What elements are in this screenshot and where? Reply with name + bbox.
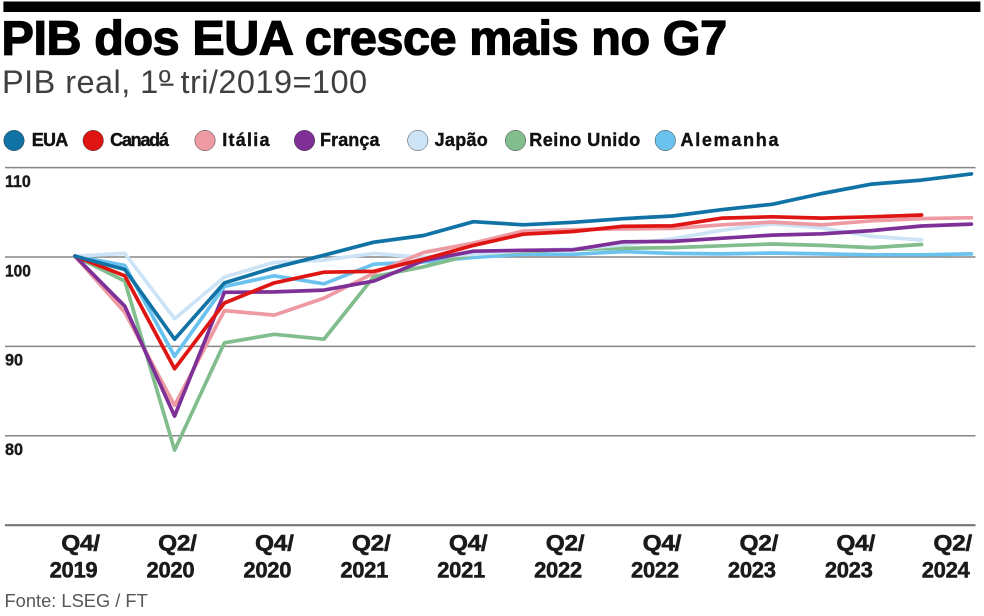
svg-text:110: 110 — [5, 173, 31, 191]
svg-text:Q2/: Q2/ — [933, 531, 972, 556]
svg-text:Q2/: Q2/ — [740, 531, 779, 556]
svg-text:90: 90 — [5, 352, 23, 370]
svg-text:Q2/: Q2/ — [546, 531, 585, 556]
svg-text:2021: 2021 — [340, 558, 388, 583]
svg-text:Q4/: Q4/ — [643, 531, 682, 556]
svg-text:PIB dos EUA cresce mais no G7: PIB dos EUA cresce mais no G7 — [2, 12, 727, 66]
svg-text:Q2/: Q2/ — [158, 531, 197, 556]
svg-text:Q2/: Q2/ — [352, 531, 391, 556]
svg-text:2019: 2019 — [50, 558, 98, 583]
svg-text:França: França — [320, 130, 380, 150]
svg-text:80: 80 — [5, 441, 23, 459]
svg-text:2020: 2020 — [243, 558, 291, 583]
svg-text:Q4/: Q4/ — [836, 531, 875, 556]
svg-text:Japão: Japão — [435, 130, 488, 150]
svg-text:EUA: EUA — [32, 130, 68, 150]
svg-text:Q4/: Q4/ — [61, 531, 100, 556]
svg-text:Fonte: LSEG / FT: Fonte: LSEG / FT — [5, 590, 148, 611]
svg-text:2022: 2022 — [631, 558, 679, 583]
svg-text:Q4/: Q4/ — [449, 531, 488, 556]
svg-text:2021: 2021 — [437, 558, 485, 583]
svg-text:2023: 2023 — [825, 558, 873, 583]
svg-text:Itália: Itália — [222, 130, 270, 150]
svg-text:100: 100 — [5, 262, 31, 280]
svg-text:Q4/: Q4/ — [255, 531, 294, 556]
svg-text:Reino Unido: Reino Unido — [529, 130, 640, 150]
svg-text:2022: 2022 — [534, 558, 582, 583]
svg-text:Canadá: Canadá — [110, 130, 170, 150]
svg-text:PIB real, 1º tri/2019=100: PIB real, 1º tri/2019=100 — [2, 64, 368, 100]
svg-text:2023: 2023 — [728, 558, 776, 583]
svg-text:2020: 2020 — [147, 558, 195, 583]
svg-text:Alemanha: Alemanha — [681, 130, 780, 150]
svg-text:2024: 2024 — [922, 558, 971, 583]
